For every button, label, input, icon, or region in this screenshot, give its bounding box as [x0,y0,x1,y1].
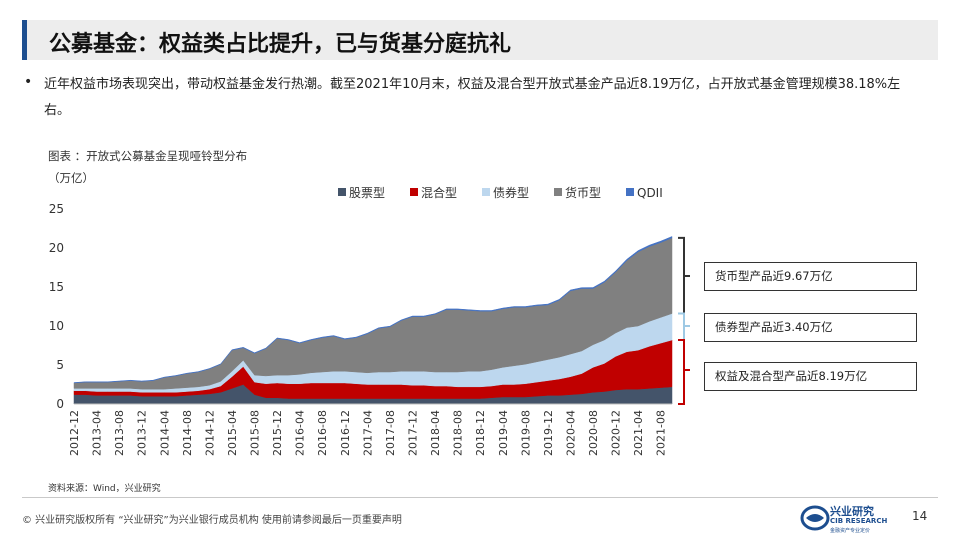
title-bar: 公募基金：权益类占比提升，已与货基分庭抗礼 [22,20,938,60]
source-note: 资料来源：Wind，兴业研究 [48,484,161,494]
logo-text-en: CIB RESEARCH [830,517,888,525]
y-tick-label: 15 [49,280,64,294]
x-tick-label: 2016-08 [316,410,329,456]
x-tick-label: 2017-12 [406,410,419,456]
logo-text-cn: 兴业研究 [830,505,874,518]
series-area-QDII [73,236,673,384]
page-title: 公募基金：权益类占比提升，已与货基分庭抗礼 [49,31,512,57]
x-tick-label: 2013-04 [91,410,104,456]
legend-swatch-QDII [626,188,634,196]
x-tick-label: 2015-08 [249,410,262,456]
x-tick-label: 2018-12 [474,410,487,456]
bracket-equity-mixed [678,339,685,405]
footer-divider [22,497,938,498]
y-tick-label: 25 [49,202,64,216]
x-tick-label: 2019-08 [519,410,532,456]
x-tick-label: 2014-08 [181,410,194,456]
bullet-marker: • [24,74,33,90]
legend-label: 股票型 [349,186,385,200]
x-tick-label: 2021-04 [632,410,645,456]
annotation-bond: 债券型产品近3.40万亿 [704,313,917,342]
annotation-equity-mixed: 权益及混合型产品近8.19万亿 [704,362,917,391]
y-tick-label: 0 [56,397,64,411]
x-tick-label: 2017-08 [384,410,397,456]
x-tick-label: 2016-04 [294,410,307,456]
logo-text-sub: 金融资产专业定价 [830,528,871,534]
bracket-money-market [678,236,685,315]
x-tick-label: 2014-12 [203,410,216,456]
x-tick-label: 2018-08 [452,410,465,456]
x-tick-label: 2020-08 [587,410,600,456]
x-tick-label: 2020-12 [610,410,623,456]
legend-label: 混合型 [421,185,457,200]
y-unit-label: （万亿） [48,171,94,185]
legend-swatch-混合型 [410,188,418,196]
legend-label: 货币型 [565,185,601,200]
x-tick-label: 2016-12 [339,410,352,456]
x-tick-label: 2019-12 [542,410,555,456]
x-tick-label: 2021-08 [655,410,668,456]
bracket-bond [678,312,685,342]
x-tick-label: 2015-12 [271,410,284,456]
y-tick-label: 10 [49,319,64,333]
page-number: 14 [912,509,928,523]
x-tick-label: 2018-04 [429,410,442,456]
y-tick-label: 20 [49,241,64,255]
x-tick-label: 2014-04 [158,410,171,456]
legend-swatch-债券型 [482,188,490,196]
legend-label: 债券型 [493,185,529,200]
figure-caption: 图表 ：开放式公募基金呈现哑铃型分布 [48,149,248,163]
cib-logo-icon [800,505,830,531]
x-tick-label: 2019-04 [497,410,510,456]
legend-swatch-股票型 [338,188,346,196]
bullet-text: 近年权益市场表现突出，带动权益基金发行热潮。截至2021年10月末，权益及混合型… [44,77,901,118]
y-tick-label: 5 [56,358,64,372]
annotation-money-market: 货币型产品近9.67万亿 [704,262,917,291]
x-tick-label: 2017-04 [361,410,374,456]
x-tick-label: 2020-04 [564,410,577,456]
legend-label: QDII [637,186,663,200]
x-tick-label: 2013-08 [113,410,126,456]
legend-swatch-货币型 [554,188,562,196]
x-tick-label: 2013-12 [136,410,149,456]
x-tick-label: 2012-12 [68,410,81,456]
x-tick-label: 2015-04 [226,410,239,456]
footer-copyright: © 兴业研究版权所有 “兴业研究”为兴业银行成员机构 使用前请参阅最后一页重要声… [22,515,402,526]
